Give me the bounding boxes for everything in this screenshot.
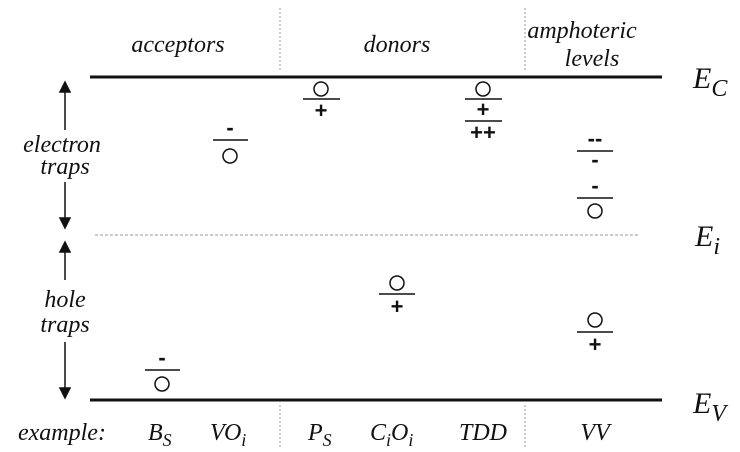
electron-label: electron <box>23 132 101 158</box>
sub: i <box>386 430 391 450</box>
electron-traps-label: traps <box>40 154 89 180</box>
ec-label: EC <box>692 62 728 102</box>
ev-sub: V <box>711 401 728 427</box>
header-acceptors: acceptors <box>131 32 224 58</box>
header-levels: levels <box>565 46 620 72</box>
charge: - <box>226 115 233 140</box>
base: P <box>307 420 323 446</box>
sub: S <box>323 430 332 450</box>
header-donors: donors <box>364 32 431 58</box>
base: B <box>148 420 163 446</box>
neutral <box>222 148 238 164</box>
ev-e: E <box>692 387 711 420</box>
charge: ++ <box>470 120 496 145</box>
charge: + <box>391 294 404 319</box>
ev-label: EV <box>692 387 728 427</box>
neutral <box>154 376 170 392</box>
charge: -- <box>588 126 603 151</box>
base: VO <box>210 420 241 446</box>
base: C <box>370 420 387 446</box>
charge: - <box>591 173 598 198</box>
example-cioi: CiOi <box>370 420 413 450</box>
neutral <box>313 81 329 97</box>
neutral <box>475 81 491 97</box>
ei-e: E <box>694 220 713 253</box>
charge: + <box>315 98 328 123</box>
base: O <box>391 420 408 446</box>
ec-sub: C <box>711 76 728 102</box>
example-voi: VOi <box>210 420 246 450</box>
example-tdd: TDD <box>459 420 507 446</box>
sub: i <box>241 430 246 450</box>
example-ps: PS <box>307 420 332 450</box>
ei-sub: i <box>713 234 720 260</box>
header-amphoteric: amphoteric <box>527 18 637 44</box>
ec-e: E <box>692 62 711 95</box>
neutral <box>587 203 603 219</box>
neutral <box>389 275 405 291</box>
example-bs: BS <box>148 420 172 450</box>
charge: - <box>591 147 598 172</box>
charge: - <box>158 345 165 370</box>
hole-label: hole <box>44 287 86 313</box>
neutral <box>587 312 603 328</box>
charge: + <box>477 97 490 122</box>
ei-label: Ei <box>694 220 720 260</box>
example-label: example: <box>18 420 106 446</box>
hole-traps-label: traps <box>40 312 89 338</box>
dividers <box>279 8 526 448</box>
sub: S <box>163 430 172 450</box>
sub: i <box>408 430 413 450</box>
side-arrows <box>58 80 72 400</box>
example-vv: VV <box>580 420 612 446</box>
charge: + <box>589 332 602 357</box>
